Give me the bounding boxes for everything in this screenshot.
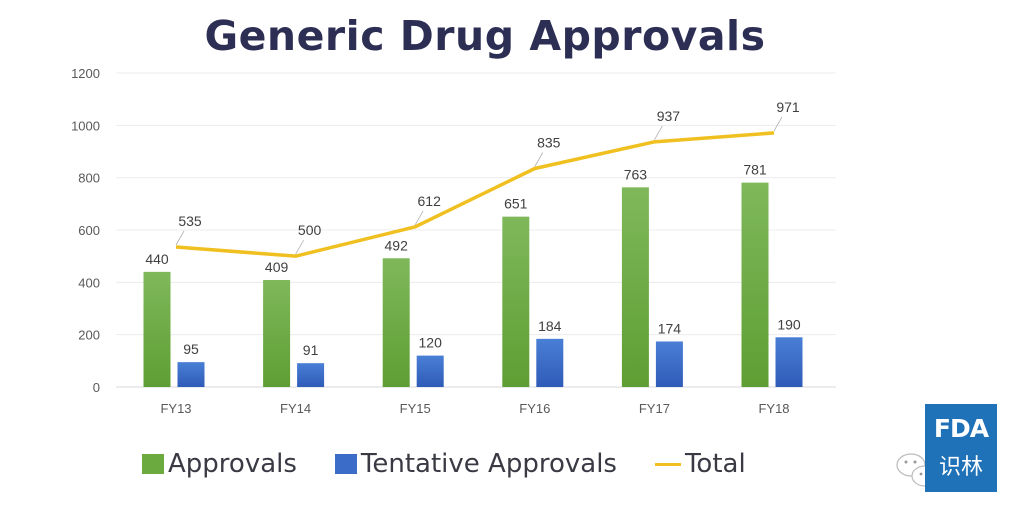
total-leader-line: [175, 230, 185, 246]
bar-approvals: [621, 187, 649, 387]
x-tick-label: FY16: [519, 401, 550, 416]
data-labels: 440 95 409 91 492 120 651 184 763 174 781 190 535 500…: [145, 99, 801, 358]
legend-item-approvals: Approvals: [142, 449, 297, 479]
x-axis-ticks: FY13 FY14 FY15 FY16 FY17 FY18: [160, 401, 789, 416]
legend-item-total: Total: [654, 449, 746, 479]
data-label-approvals: 409: [265, 259, 289, 275]
y-tick-label: 1200: [71, 66, 100, 81]
y-tick-label: 0: [93, 380, 100, 395]
y-tick-label: 200: [78, 328, 100, 343]
data-label-tentative-approvals: 190: [777, 316, 801, 332]
y-tick-label: 1000: [71, 118, 100, 133]
y-tick-label: 600: [78, 223, 100, 238]
data-label-approvals: 763: [624, 166, 648, 182]
legend: Approvals Tentative Approvals Total: [142, 449, 784, 479]
x-tick-label: FY14: [280, 401, 311, 416]
legend-swatch-tentative: [334, 454, 357, 474]
x-tick-label: FY17: [639, 401, 670, 416]
data-label-tentative-approvals: 174: [658, 320, 682, 336]
y-tick-label: 800: [78, 171, 100, 186]
bar-tentative-approvals: [297, 363, 325, 387]
total-line-group: [175, 116, 783, 258]
x-tick-label: FY18: [758, 401, 789, 416]
fda-logo-text: FDA: [933, 414, 989, 443]
data-label-tentative-approvals: 91: [303, 342, 319, 358]
legend-label-tentative: Tentative Approvals: [360, 449, 617, 479]
bars: [143, 182, 803, 387]
total-leader-line: [654, 125, 663, 141]
total-leader-line: [534, 152, 544, 167]
data-label-tentative-approvals: 184: [538, 318, 562, 334]
bar-tentative-approvals: [177, 362, 205, 387]
data-label-total: 835: [537, 135, 561, 151]
bar-approvals: [263, 279, 291, 387]
x-tick-label: FY15: [400, 401, 431, 416]
bar-tentative-approvals: [536, 338, 564, 387]
y-tick-label: 400: [78, 275, 100, 290]
bar-tentative-approvals: [416, 355, 444, 387]
x-tick-label: FY13: [160, 401, 191, 416]
y-axis-ticks: 0 200 400 600 800 1000 1200: [71, 66, 100, 395]
data-label-total: 937: [657, 108, 681, 124]
bar-approvals: [741, 182, 769, 387]
legend-item-tentative: Tentative Approvals: [334, 449, 617, 479]
data-label-approvals: 651: [504, 196, 528, 212]
data-label-total: 612: [418, 193, 442, 209]
data-label-tentative-approvals: 120: [419, 335, 443, 351]
chart-title: Generic Drug Approvals: [204, 12, 766, 60]
bar-tentative-approvals: [655, 341, 683, 387]
total-leader-line: [295, 239, 304, 255]
legend-label-approvals: Approvals: [168, 449, 297, 479]
data-label-total: 535: [178, 213, 202, 229]
data-label-approvals: 492: [385, 237, 409, 253]
bar-approvals: [382, 258, 410, 387]
total-line: [175, 131, 775, 258]
total-leader-line: [414, 210, 424, 226]
bar-approvals: [143, 271, 171, 387]
data-label-approvals: 781: [743, 162, 767, 178]
data-label-approvals: 440: [145, 251, 169, 267]
data-label-tentative-approvals: 95: [183, 341, 199, 357]
data-label-total: 971: [776, 99, 800, 115]
bar-tentative-approvals: [775, 337, 803, 387]
legend-swatch-total: [654, 462, 681, 466]
data-label-total: 500: [298, 222, 322, 238]
fda-logo-subtext: 识林: [938, 455, 983, 480]
legend-label-total: Total: [684, 449, 746, 479]
gridlines: [116, 72, 836, 388]
total-leader-line: [773, 116, 783, 132]
legend-swatch-approvals: [142, 454, 164, 474]
bar-approvals: [502, 216, 530, 387]
fda-logo: FDA 识林: [925, 404, 997, 492]
